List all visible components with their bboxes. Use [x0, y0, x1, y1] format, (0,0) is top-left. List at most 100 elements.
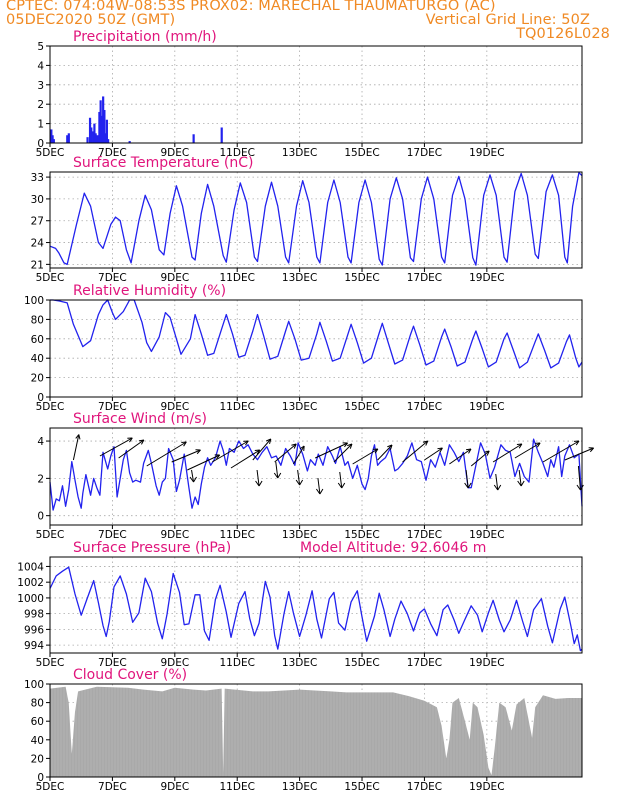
- panel-1-xtick-label: 17DEC: [407, 147, 442, 159]
- wind-arrow: [191, 469, 195, 483]
- wind-arrow-head: [127, 437, 133, 443]
- panel-2-title: Surface Temperature (nC): [73, 155, 254, 171]
- wind-arrow: [230, 449, 261, 469]
- wind-arrow: [333, 443, 353, 463]
- panel-4-title: Surface Wind (m/s): [73, 411, 207, 427]
- panel-1-bar: [105, 119, 108, 143]
- panel-3-xtick-label: 11DEC: [220, 401, 255, 413]
- wind-arrow: [402, 440, 429, 463]
- panel-1-bar: [107, 139, 110, 143]
- panel-2-ytick-label: 33: [31, 172, 44, 184]
- panel-3-xtick-label: 5DEC: [36, 401, 65, 413]
- wind-arrow-head: [255, 480, 263, 487]
- panel-4-series-line: [49, 438, 583, 511]
- panel-3-frame: [49, 299, 583, 398]
- panel-5-xtick-label: 15DEC: [344, 657, 379, 669]
- panel-6-ytick-label: 40: [31, 735, 44, 747]
- panel-3-ytick-label: 0: [37, 392, 44, 404]
- panel-5-xtick-label: 7DEC: [98, 657, 127, 669]
- panel-4-xtick-label: 13DEC: [282, 529, 317, 541]
- panel-1-bar: [128, 141, 131, 143]
- panel-3-title: Relative Humidity (%): [73, 283, 226, 299]
- panel-1-bar: [103, 110, 106, 143]
- panel-4-ytick-label: 4: [37, 436, 44, 448]
- panel-3-ytick-label: 80: [31, 314, 44, 326]
- wind-arrow-head: [243, 440, 249, 446]
- panel-6-cloud-area: [50, 686, 582, 777]
- wind-arrow-head: [588, 447, 595, 453]
- header-model-code: TQ0126L028: [516, 26, 610, 42]
- wind-arrow: [118, 439, 145, 459]
- panel-6-ytick-label: 0: [37, 772, 44, 784]
- panel-6-ytick-label: 100: [24, 679, 44, 691]
- panel-1-bar: [192, 134, 195, 143]
- panel-2-frame: [49, 171, 583, 269]
- wind-arrow-head: [75, 434, 81, 440]
- wind-arrow: [292, 445, 305, 465]
- wind-arrow-head: [214, 454, 221, 460]
- panel-1-bar: [220, 127, 223, 143]
- panel-4-xtick-label: 7DEC: [98, 529, 127, 541]
- wind-arrow: [564, 447, 594, 461]
- panel-1-bar: [88, 117, 92, 143]
- wind-arrow: [492, 443, 523, 463]
- wind-arrow-head: [138, 439, 145, 445]
- wind-arrow: [352, 448, 379, 465]
- panel-1-bar: [98, 111, 101, 143]
- panel-4-ytick-label: 2: [37, 473, 44, 485]
- panel-1-xtick-label: 7DEC: [98, 147, 127, 159]
- panel-6-xtick-label: 11DEC: [220, 781, 255, 793]
- wind-arrow-head: [576, 484, 584, 491]
- panel-2-ytick-label: 24: [31, 238, 45, 250]
- panel-6-ytick-label: 80: [31, 698, 44, 710]
- panel-5-xtick-label: 5DEC: [36, 657, 65, 669]
- wind-arrow-head: [337, 482, 346, 489]
- wind-arrow: [424, 447, 443, 461]
- panel-2-xtick-label: 5DEC: [36, 272, 65, 284]
- wind-arrow: [465, 469, 469, 489]
- wind-arrow: [514, 442, 541, 459]
- wind-arrow: [542, 440, 580, 463]
- wind-arrow-head: [493, 484, 502, 491]
- wind-arrow-head: [387, 444, 393, 450]
- panel-5-xtick-label: 17DEC: [407, 657, 442, 669]
- panel-6-xtick-label: 15DEC: [344, 781, 379, 793]
- panel-2-xtick-label: 15DEC: [344, 272, 379, 284]
- wind-arrow: [171, 449, 201, 463]
- panel-6-xtick-label: 9DEC: [160, 781, 189, 793]
- panel-1-ytick-label: 1: [37, 119, 44, 131]
- wind-arrow: [187, 454, 220, 471]
- panel-1-bar: [100, 115, 103, 143]
- panel-1-bar: [51, 135, 54, 143]
- wind-arrow-head: [422, 440, 429, 446]
- wind-arrow: [317, 477, 321, 495]
- wind-arrow: [256, 469, 260, 487]
- panel-3-ytick-label: 20: [31, 373, 44, 385]
- wind-arrow-head: [516, 443, 523, 449]
- panel-2-xtick-label: 17DEC: [407, 272, 442, 284]
- panel-1-bar: [99, 100, 102, 143]
- panel-2-xtick-label: 13DEC: [282, 272, 317, 284]
- panel-3-ytick-label: 100: [24, 295, 44, 307]
- wind-arrow: [315, 442, 348, 459]
- panel-2-xtick-label: 19DEC: [469, 272, 504, 284]
- wind-arrow-head: [195, 449, 201, 455]
- wind-arrow-head: [573, 440, 580, 446]
- wind-arrow-head: [315, 488, 324, 495]
- wind-arrow: [275, 461, 279, 479]
- panel-1-title: Precipitation (mm/h): [73, 29, 217, 45]
- wind-arrow-head: [254, 449, 261, 455]
- panel-6-xtick-label: 19DEC: [469, 781, 504, 793]
- wind-arrow: [146, 441, 187, 467]
- wind-arrow-head: [266, 438, 272, 444]
- panel-5-ytick-label: 998: [24, 609, 44, 621]
- wind-arrow: [470, 450, 490, 467]
- panel-2-ytick-label: 30: [31, 194, 44, 206]
- wind-arrow: [297, 469, 301, 486]
- wind-arrow: [212, 440, 249, 463]
- panel-3-xtick-label: 9DEC: [160, 401, 189, 413]
- wind-arrow-head: [295, 479, 304, 486]
- panel-1-ytick-label: 0: [37, 138, 44, 150]
- panel-5-xtick-label: 19DEC: [469, 657, 504, 669]
- wind-arrow-head: [189, 476, 197, 483]
